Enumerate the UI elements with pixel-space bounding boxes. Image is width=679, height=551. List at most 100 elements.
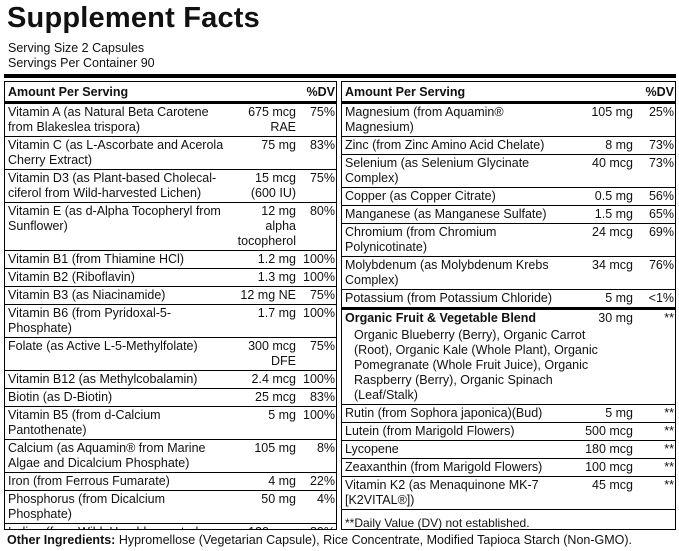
nutrient-amount: 120 mcg (233, 523, 300, 529)
nutrient-dv: 100% (299, 370, 336, 389)
nutrient-row: Vitamin B5 (from d-Calcium Pantothenate)… (5, 406, 336, 440)
servings-per-container: Servings Per Container 90 (8, 56, 155, 70)
nutrient-dv: 22% (299, 472, 336, 491)
nutrient-amount: 1.2 mg (233, 250, 300, 269)
other-label: Other Ingredients: (7, 533, 116, 547)
header-dv: %DV (299, 82, 336, 104)
nutrient-name: Vitamin B12 (as Methylcobalamin) (5, 370, 233, 389)
nutrient-name: Vitamin B6 (from Pyridoxal-5-Phosphate) (5, 304, 233, 338)
nutrient-name: Potassium (from Potassium Chloride) (342, 289, 578, 309)
nutrient-row: Vitamin B1 (from Thiamine HCl) 1.2 mg 100% (5, 250, 336, 269)
nutrient-dv: ** (636, 458, 675, 477)
blend-amount: 30 mg (578, 307, 637, 327)
nutrient-row: Rutin (from Sophora japonica)(Bud) 5 mg ** (342, 404, 675, 423)
nutrient-name: Vitamin K2 (as Menaquinone MK-7 [K2VITAL… (342, 476, 578, 509)
nutrient-row: Potassium (from Potassium Chloride) 5 mg <… (342, 289, 675, 309)
right-panel: Amount Per Serving %DV Magnesium (from Aqu… (341, 81, 676, 530)
nutrient-row: Copper (as Copper Citrate) 0.5 mg 56% (342, 187, 675, 206)
nutrient-dv: <1% (636, 289, 675, 309)
nutrient-amount: 12 mg alpha tocopherol (233, 202, 300, 251)
nutrient-row: Calcium (as Aquamin® from Marine Algae a… (5, 439, 336, 473)
nutrient-dv: 100% (299, 304, 336, 338)
nutrient-row: Lutein (from Marigold Flowers) 500 mcg ** (342, 422, 675, 441)
nutrient-row: Chromium (from Chromium Polynicotinate) 2… (342, 223, 675, 257)
nutrient-amount: 40 mcg (578, 154, 637, 188)
blend-desc-row: Organic Blueberry (Berry), Organic Carro… (342, 327, 675, 405)
nutrient-name: Zeaxanthin (from Marigold Flowers) (342, 458, 578, 477)
nutrient-amount: 105 mg (233, 439, 300, 473)
nutrient-name: Molybdenum (as Molybdenum Krebs Complex) (342, 256, 578, 290)
nutrient-row: Manganese (as Manganese Sulfate) 1.5 mg 65… (342, 205, 675, 224)
nutrient-name: Manganese (as Manganese Sulfate) (342, 205, 578, 224)
nutrient-dv: 56% (636, 187, 675, 206)
nutrient-row: Zeaxanthin (from Marigold Flowers) 100 mc… (342, 458, 675, 477)
nutrient-row: Zinc (from Zinc Amino Acid Chelate) 8 mg 7… (342, 136, 675, 155)
nutrient-name: Folate (as Active L-5-Methylfolate) (5, 337, 233, 371)
right-table: Amount Per Serving %DV Magnesium (from Aqu… (342, 82, 675, 509)
nutrient-name: Copper (as Copper Citrate) (342, 187, 578, 206)
nutrient-name: Iodine (from Wild, Hand-harvested Kelp) (5, 523, 233, 529)
nutrient-dv: 75% (299, 337, 336, 371)
nutrient-amount: 1.7 mg (233, 304, 300, 338)
nutrient-amount: 5 mg (578, 404, 637, 423)
nutrient-amount: 75 mg (233, 136, 300, 170)
nutrient-dv: 4% (299, 490, 336, 524)
rule (4, 74, 676, 78)
nutrient-row: Vitamin A (as Natural Beta Carotene from… (5, 102, 336, 137)
nutrient-amount: 45 mcg (578, 476, 637, 509)
nutrient-row: Phosphorus (from Dicalcium Phosphate) 50 … (5, 490, 336, 524)
nutrient-dv: ** (636, 476, 675, 509)
nutrient-row: Vitamin C (as L-Ascorbate and Acerola Ch… (5, 136, 336, 170)
nutrient-row: Selenium (as Selenium Glycinate Complex)… (342, 154, 675, 188)
nutrient-row: Vitamin B3 (as Niacinamide) 12 mg NE 75% (5, 286, 336, 305)
nutrient-dv: 100% (299, 268, 336, 287)
nutrient-amount: 500 mcg (578, 422, 637, 441)
header-amount: Amount Per Serving (5, 82, 300, 104)
left-panel: Amount Per Serving %DV Vitamin A (as Natur… (4, 81, 337, 530)
nutrient-dv: 8% (299, 439, 336, 473)
nutrient-amount: 4 mg (233, 472, 300, 491)
nutrient-row: Vitamin E (as d-Alpha Tocopheryl from Su… (5, 202, 336, 251)
blend-row: Organic Fruit & Vegetable Blend 30 mg ** (342, 307, 675, 327)
header-row: Amount Per Serving %DV (5, 82, 336, 104)
nutrient-dv: ** (636, 404, 675, 423)
nutrient-name: Lutein (from Marigold Flowers) (342, 422, 578, 441)
nutrient-amount: 12 mg NE (233, 286, 300, 305)
nutrient-amount: 100 mcg (578, 458, 637, 477)
nutrient-dv: ** (636, 440, 675, 459)
nutrient-row: Molybdenum (as Molybdenum Krebs Complex)… (342, 256, 675, 290)
blend-ingredients: Organic Blueberry (Berry), Organic Carro… (354, 328, 598, 402)
nutrient-dv: 75% (299, 102, 336, 137)
nutrient-name: Calcium (as Aquamin® from Marine Algae a… (5, 439, 233, 473)
blend-name: Organic Fruit & Vegetable Blend (342, 307, 578, 327)
nutrient-dv: 100% (299, 250, 336, 269)
nutrient-amount: 15 mcg (600 IU) (233, 169, 300, 203)
footnote: **Daily Value (DV) not established. (342, 509, 675, 529)
nutrient-row: Iron (from Ferrous Fumarate) 4 mg 22% (5, 472, 336, 491)
nutrient-row: Iodine (from Wild, Hand-harvested Kelp)1… (5, 523, 336, 529)
nutrient-name: Lycopene (342, 440, 578, 459)
nutrient-name: Vitamin E (as d-Alpha Tocopheryl from Su… (5, 202, 233, 251)
nutrient-amount: 1.5 mg (578, 205, 637, 224)
other-ingredients: Other Ingredients: Hypromellose (Vegetar… (7, 533, 632, 548)
nutrient-name: Biotin (as D-Biotin) (5, 388, 233, 407)
nutrient-row: Vitamin K2 (as Menaquinone MK-7 [K2VITAL… (342, 476, 675, 509)
nutrient-amount: 50 mg (233, 490, 300, 524)
nutrient-dv: 25% (636, 102, 675, 137)
nutrient-dv: 75% (299, 169, 336, 203)
nutrient-dv: ** (636, 422, 675, 441)
nutrient-row: Biotin (as D-Biotin) 25 mcg 83% (5, 388, 336, 407)
nutrient-dv: 69% (636, 223, 675, 257)
nutrient-amount: 25 mcg (233, 388, 300, 407)
nutrient-row: Folate (as Active L-5-Methylfolate) 300 m… (5, 337, 336, 371)
nutrient-row: Lycopene 180 mcg ** (342, 440, 675, 459)
header-row: Amount Per Serving %DV (342, 82, 675, 104)
nutrient-amount: 24 mcg (578, 223, 637, 257)
other-text: Hypromellose (Vegetarian Capsule), Rice … (118, 533, 633, 547)
nutrient-amount: 5 mg (233, 406, 300, 440)
nutrient-amount: 34 mcg (578, 256, 637, 290)
nutrient-dv: 73% (636, 154, 675, 188)
nutrient-name: Phosphorus (from Dicalcium Phosphate) (5, 490, 233, 524)
nutrient-row: Magnesium (from Aquamin® Magnesium) 105 m… (342, 102, 675, 137)
